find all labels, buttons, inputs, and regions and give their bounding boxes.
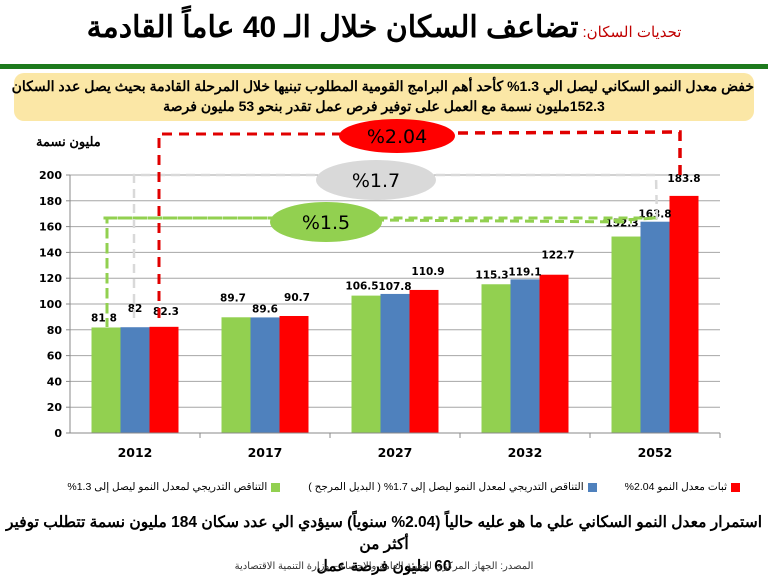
bar (640, 221, 670, 433)
bar (221, 317, 251, 433)
callout-label: %1.7 (352, 170, 400, 192)
title-divider (0, 64, 768, 69)
y-tick-label: 120 (39, 272, 62, 285)
page-title: تحديات السكان: تضاعف السكان خلال الـ 40 … (0, 10, 768, 56)
bar (91, 327, 121, 433)
bar (409, 289, 439, 433)
bar (351, 295, 381, 433)
bar-value-label: 122.7 (541, 250, 574, 262)
callout-ellipse (339, 119, 455, 153)
bar-value-label: 110.9 (411, 266, 444, 278)
growth-rate-callouts: %2.04 %1.7%1.5 (270, 119, 455, 242)
source-note: المصدر: الجهاز المركزي للتعبئة العامة وا… (234, 561, 534, 572)
legend-item-1-3: التناقص التدريجي لمعدل النمو ليصل إلى 1.… (67, 481, 281, 493)
callout-ellipse (270, 202, 382, 242)
y-axis-label: مليون نسمة (36, 134, 101, 149)
callout-dashed-lines (103, 130, 682, 327)
bar (611, 236, 641, 433)
banner-line-1: خفض معدل النمو السكاني ليصل الي 1.3% كأح… (11, 78, 754, 94)
legend-swatch-blue (587, 482, 597, 492)
title-main: تضاعف السكان خلال الـ 40 عاماً القادمة (86, 11, 579, 44)
bar (250, 317, 280, 433)
y-tick-label: 80 (47, 324, 63, 337)
y-tick-label: 200 (39, 169, 62, 182)
x-tick-label: 2027 (378, 445, 413, 460)
bar-value-label: 107.8 (378, 281, 411, 293)
bar (380, 293, 410, 433)
y-tick-label: 20 (47, 401, 63, 414)
legend-item-1-7: التناقص التدريجي لمعدل النمو ليصل إلى 1.… (308, 481, 597, 493)
summary-banner: خفض معدل النمو السكاني ليصل الي 1.3% كأح… (11, 73, 754, 121)
legend-label: التناقص التدريجي لمعدل النمو ليصل إلى 1.… (308, 481, 584, 493)
legend-swatch-green (271, 482, 281, 492)
x-tick-label: 2017 (248, 445, 283, 460)
callout-ellipse (316, 160, 436, 200)
bar (481, 284, 511, 433)
legend-item-2-04: ثبات معدل النمو 2.04% (625, 481, 740, 493)
x-tick-label: 2032 (508, 445, 543, 460)
y-tick-label: 0 (54, 427, 62, 440)
bar-value-label: 82.3 (153, 306, 179, 318)
bar-value-label: 90.7 (284, 292, 310, 304)
y-tick-label: 160 (39, 221, 62, 234)
bar-value-label: 183.8 (667, 173, 700, 185)
y-tick-label: 180 (39, 195, 62, 208)
bar-value-label: 106.5 (345, 281, 378, 293)
bar-value-label: 81.8 (91, 312, 117, 324)
banner-line-2: 152.3مليون نسمة مع العمل على توفير فرص ع… (163, 98, 605, 114)
bar-value-label: 89.6 (252, 303, 278, 315)
bar (539, 274, 569, 433)
conclusion-line-2: 60 مليون فرصة عمل (316, 558, 452, 575)
callout-label: %1.5 (302, 212, 350, 234)
callout-label: %2.04 (367, 126, 427, 148)
legend-swatch-red (731, 482, 740, 492)
y-tick-label: 100 (39, 298, 62, 311)
x-tick-label: 2052 (638, 445, 673, 460)
bar (510, 279, 540, 433)
x-tick-label: 2012 (118, 445, 153, 460)
bar (120, 327, 150, 433)
bar-value-label: 115.3 (475, 269, 508, 281)
chart-legend: ثبات معدل النمو 2.04% التناقص التدريجي ل… (40, 478, 740, 496)
legend-label: ثبات معدل النمو 2.04% (624, 481, 727, 493)
chart-bars (91, 195, 699, 433)
conclusion-line-1: استمرار معدل النمو السكاني علي ما هو علي… (5, 514, 763, 553)
title-prefix: تحديات السكان: (582, 24, 682, 41)
legend-label: التناقص التدريجي لمعدل النمو ليصل إلى 1.… (67, 481, 268, 493)
bar-value-label: 89.7 (220, 292, 246, 304)
bar (279, 315, 309, 433)
bar (149, 326, 179, 433)
y-tick-label: 140 (39, 246, 62, 259)
y-tick-label: 40 (47, 375, 63, 388)
y-tick-label: 60 (47, 350, 63, 363)
bar (669, 195, 699, 433)
conclusion-text: استمرار معدل النمو السكاني علي ما هو علي… (0, 512, 768, 578)
chart-axes: 0 20 40 60 80 100 120 140 160 180 200 2012 2017 2027 2… (39, 169, 721, 460)
bar-value-label: 119.1 (508, 266, 541, 278)
